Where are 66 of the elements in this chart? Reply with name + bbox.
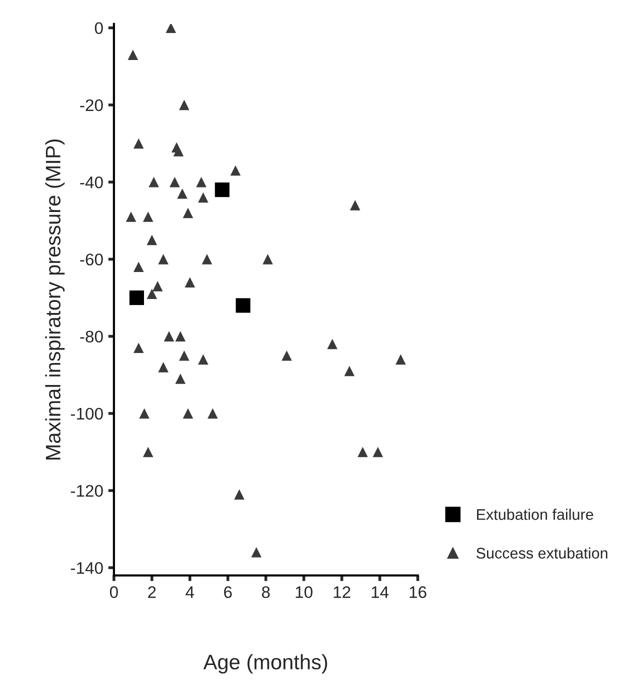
point [182,408,194,419]
y-tick-label: -20 [80,99,103,112]
point [358,446,368,458]
point [173,146,184,156]
x-tick-label: 8 [262,586,270,598]
y-tick-label: -140 [70,562,103,574]
point [208,408,218,419]
x-tick-label: 14 [372,586,389,598]
point [196,176,206,188]
point [158,362,168,372]
point [202,254,212,264]
x-tick-label: 4 [186,586,194,598]
y-tick-label: -60 [80,254,103,266]
point [146,288,158,300]
point [214,182,230,198]
point [142,446,154,458]
x-tick-label: 0 [110,586,118,598]
y-tick-label: -80 [80,330,103,343]
point [182,208,194,218]
point [177,188,188,199]
y-tick-label: -100 [70,408,103,420]
point [158,254,168,264]
point [166,24,176,33]
point [282,350,292,361]
point [372,446,384,458]
point [129,290,144,306]
point [262,254,273,264]
x-tick-label: 2 [148,586,156,598]
point [350,200,360,210]
point [396,354,406,365]
point [126,212,136,222]
point [344,366,355,376]
legend-label: Success extubation [476,547,608,559]
point [327,338,338,350]
x-axis-title: Age (months) [203,654,328,674]
point [152,281,163,292]
point [179,100,190,110]
point [146,234,158,246]
point [236,298,250,313]
point [133,138,144,149]
point [170,176,180,188]
point [251,547,262,558]
point [175,374,186,384]
point [148,176,159,188]
point [198,354,208,365]
point [198,192,208,203]
point [230,165,241,176]
legend-label: Extubation failure [477,508,594,520]
y-tick-label: -120 [70,484,103,497]
y-axis-title: Maximal inspiratory pressure (MIP) [45,139,65,460]
point [179,350,190,361]
y-tick-label: -40 [80,176,103,188]
y-tick-label: 0 [94,22,103,34]
point [128,50,138,60]
point [139,408,150,419]
point [234,489,244,500]
x-tick-label: 16 [410,586,426,598]
x-tick-label: 6 [224,586,232,598]
point [133,342,144,354]
point [164,331,174,342]
point [184,277,196,288]
point [133,262,144,272]
point [175,331,186,342]
point [142,212,154,222]
x-tick-label: 12 [334,586,350,598]
x-tick-label: 10 [296,586,312,598]
